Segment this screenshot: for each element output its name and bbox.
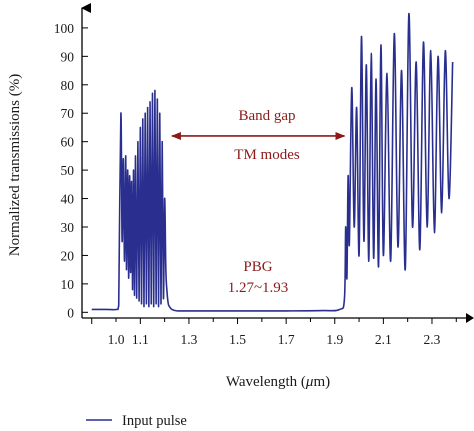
- x-tick-label: 1.7: [278, 332, 295, 347]
- x-tick-label: 2.1: [375, 332, 392, 347]
- y-tick-label: 40: [61, 192, 75, 207]
- x-tick-label: 1.1: [132, 332, 149, 347]
- y-tick-label: 100: [54, 21, 75, 36]
- y-axis-title: Normalized transmissions (%): [7, 74, 23, 256]
- x-tick-label: 1.0: [108, 332, 125, 347]
- x-tick-label: 1.5: [229, 332, 246, 347]
- x-axis-title-pre: Wavelength (: [226, 374, 306, 390]
- series-layer: [91, 12, 454, 312]
- x-axis-arrow-icon: [466, 313, 474, 323]
- y-tick-label: 70: [61, 106, 75, 121]
- pbg-label: PBG: [243, 259, 272, 275]
- y-tick-label: 20: [61, 248, 75, 263]
- series-line-input-pulse: [91, 12, 454, 312]
- y-tick-label: 10: [61, 277, 75, 292]
- y-tick-label: 30: [61, 220, 75, 235]
- x-axis-title-mu: μ: [305, 374, 314, 390]
- x-tick-label: 2.3: [424, 332, 441, 347]
- y-tick-label: 50: [61, 163, 75, 178]
- pbg-range-label: 1.27~1.93: [228, 280, 289, 296]
- legend-label-input-pulse: Input pulse: [122, 413, 187, 429]
- x-ticks: 1.0 1.1 1.3 1.5 1.7 1.9 2.1 2.3: [91, 318, 457, 347]
- tm-modes-label: TM modes: [234, 147, 300, 163]
- y-tick-label: 90: [61, 49, 75, 64]
- y-ticks: 0 10 20 30 40 50 60 70 80 90 100: [54, 21, 88, 320]
- band-gap-label: Band gap: [238, 108, 295, 124]
- x-axis-title: Wavelength (μm): [226, 374, 330, 390]
- y-tick-label: 60: [61, 135, 75, 150]
- y-tick-label: 80: [61, 78, 75, 93]
- y-tick-label: 0: [67, 305, 74, 320]
- x-axis-title-post: m): [313, 374, 330, 390]
- x-tick-label: 1.9: [326, 332, 343, 347]
- legend: Input pulse: [86, 413, 187, 429]
- x-tick-label: 1.3: [180, 332, 197, 347]
